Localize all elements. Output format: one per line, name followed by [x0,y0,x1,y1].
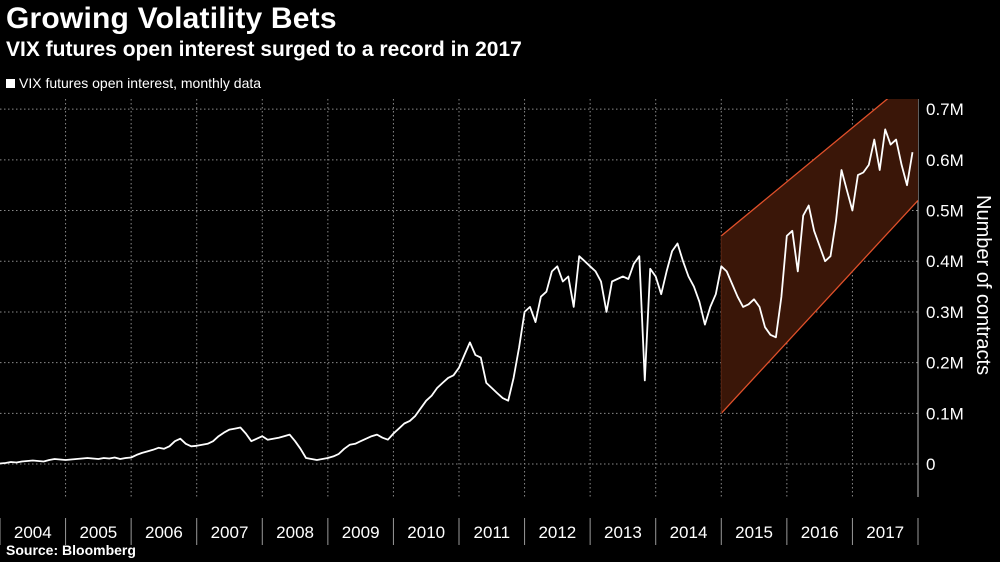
trend-channel-upper-line [720,99,889,237]
source-note: Source: Bloomberg [6,542,136,558]
x-tick-label: 2014 [670,523,708,542]
y-tick-label: 0 [926,455,935,474]
x-tick-label: 2011 [474,523,511,542]
y-tick-label: 0.3M [926,303,964,322]
x-tick-label: 2013 [604,523,642,542]
y-tick-label: 0.1M [926,404,964,423]
x-tick-label: 2005 [79,523,117,542]
x-tick-label: 2010 [407,523,445,542]
y-tick-label: 0.7M [926,100,964,119]
x-tick-label: 2008 [276,523,314,542]
y-tick-label: 0.2M [926,354,964,373]
y-tick-label: 0.6M [926,151,964,170]
x-tick-label: 2004 [14,523,52,542]
series-line-vix-open-interest [0,128,914,465]
x-tick-label: 2015 [735,523,773,542]
x-tick-label: 2016 [801,523,839,542]
y-tick-label: 0.5M [926,202,964,221]
legend-swatch [6,78,15,88]
legend: VIX futures open interest, monthly data [6,75,261,91]
chart-title: Growing Volatility Bets [6,2,337,35]
x-tick-label: 2007 [211,523,249,542]
x-tick-label: 2012 [538,523,576,542]
trend-channel-lower-line [720,199,918,414]
x-tick-label: 2006 [145,523,183,542]
x-tick-label: 2009 [342,523,380,542]
legend-label: VIX futures open interest, monthly data [19,75,262,91]
y-axis-title: Number of contracts [972,195,994,375]
x-tick-label: 2017 [866,523,904,542]
y-tick-label: 0.4M [926,252,964,271]
chart-subtitle: VIX futures open interest surged to a re… [6,38,522,61]
